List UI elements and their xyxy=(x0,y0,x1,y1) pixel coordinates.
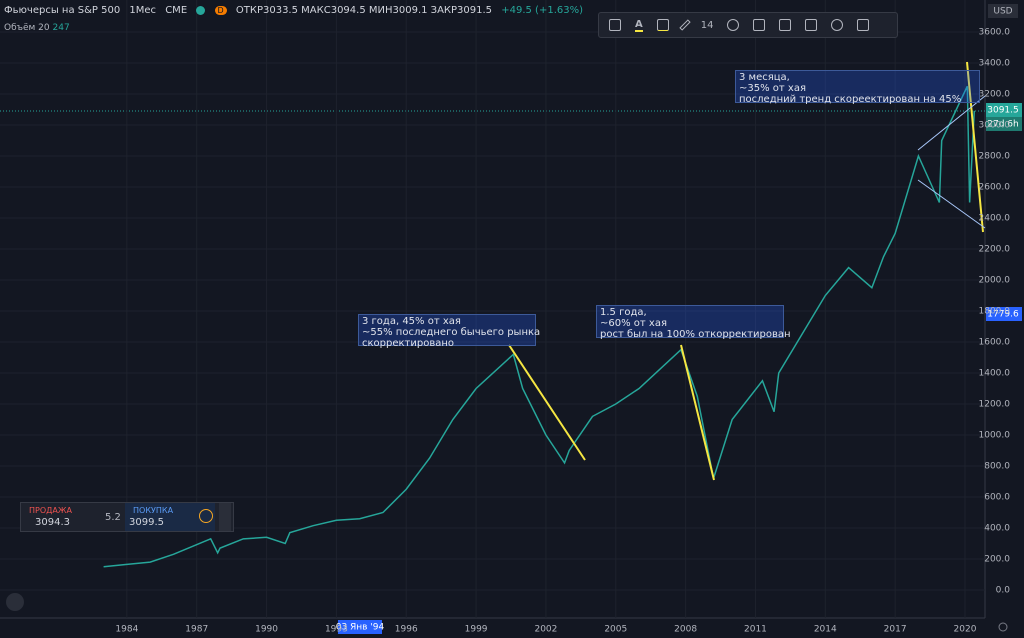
x-tick-label: 2020 xyxy=(954,625,977,635)
spread: 5.2 xyxy=(105,512,121,523)
interval: 1Мес xyxy=(129,5,157,16)
x-tick-label: 2002 xyxy=(534,625,557,635)
plot-area xyxy=(0,0,985,618)
symbol-title: Фьючерсы на S&P 500 xyxy=(4,5,121,16)
volume-legend: Объём 20 247 xyxy=(4,23,70,33)
x-tick-label: 1990 xyxy=(255,625,278,635)
last-price-badge xyxy=(986,103,1022,117)
tool-text-color[interactable]: A xyxy=(635,18,643,32)
settings-button[interactable] xyxy=(998,622,1008,632)
y-tick-label: 1000.0 xyxy=(979,431,1011,441)
x-tick-label: 1999 xyxy=(465,625,488,635)
x-tick-label: 2017 xyxy=(884,625,907,635)
volume-value: 247 xyxy=(52,23,70,33)
quantity-stepper[interactable] xyxy=(219,503,231,531)
trend-line xyxy=(508,344,586,461)
currency: USD xyxy=(993,7,1012,17)
last-price: 3091.5 xyxy=(987,106,1019,116)
drawing-toolbar: A 14 xyxy=(598,12,898,38)
buy-price[interactable]: 3099.5 xyxy=(129,517,164,528)
y-tick-label: 2400.0 xyxy=(979,214,1011,224)
tool-visibility[interactable] xyxy=(831,19,844,31)
y-tick-label: 200.0 xyxy=(984,555,1010,565)
exchange: CME xyxy=(165,5,188,16)
trend-line xyxy=(966,61,984,233)
tool-lock[interactable] xyxy=(805,19,818,31)
y-tick-label: 600.0 xyxy=(984,493,1010,503)
y-tick-label: 2800.0 xyxy=(979,152,1011,162)
currency-badge xyxy=(988,4,1018,18)
x-tick-label: 1987 xyxy=(185,625,208,635)
sell-label[interactable]: ПРОДАЖА xyxy=(29,506,72,515)
y-tick-label: 3400.0 xyxy=(979,59,1011,69)
tool-font-size[interactable]: 14 xyxy=(700,19,714,31)
tool-clone[interactable] xyxy=(779,19,792,31)
tool-delete[interactable] xyxy=(857,19,870,31)
x-tick-label: 1996 xyxy=(395,625,418,635)
trend-line xyxy=(917,95,986,151)
crosshair-price-badge xyxy=(986,307,1022,321)
info-button[interactable] xyxy=(199,509,213,523)
y-tick-label: 1200.0 xyxy=(979,400,1011,410)
ohlc: ОТКР3033.5 МАКС3094.5 МИН3009.1 ЗАКР3091… xyxy=(235,5,493,16)
crosshair-date-badge xyxy=(338,620,382,634)
y-tick-label: 3600.0 xyxy=(979,28,1011,38)
y-tick-label: 0.0 xyxy=(996,586,1011,596)
trend-line xyxy=(680,344,715,481)
x-tick-label: 2005 xyxy=(604,625,627,635)
y-tick-label: 1400.0 xyxy=(979,369,1011,379)
x-tick-label: 2011 xyxy=(744,625,767,635)
sell-price[interactable]: 3094.3 xyxy=(35,517,70,528)
status-dot xyxy=(196,5,206,15)
countdown-badge xyxy=(986,117,1022,131)
tool-settings[interactable] xyxy=(727,19,740,31)
annotation: 3 года, 45% от хая ~55% последнего бычье… xyxy=(358,314,540,349)
buy-label[interactable]: ПОКУПКА xyxy=(133,506,174,515)
x-tick-label: 2008 xyxy=(674,625,697,635)
y-tick-label: 3200.0 xyxy=(979,90,1011,100)
delay-badge: D xyxy=(214,6,227,15)
y-tick-label: 1600.0 xyxy=(979,338,1011,348)
countdown: 27d 6h xyxy=(987,120,1018,130)
price-line xyxy=(103,85,976,568)
change: +49.5 (+1.63%) xyxy=(501,5,584,16)
x-tick-label: 1993 xyxy=(325,625,348,635)
crosshair-date: 03 Янв '94 xyxy=(336,623,385,633)
volume-label: Объём 20 xyxy=(4,23,50,33)
y-tick-label: 2200.0 xyxy=(979,245,1011,255)
trade-panel: ПРОДАЖА 3094.3 5.2 ПОКУПКА 3099.5 xyxy=(20,502,234,532)
y-tick-label: 2000.0 xyxy=(979,276,1011,286)
annotation: 1.5 года, ~60% от хая рост был на 100% о… xyxy=(596,305,791,340)
y-tick-label: 2600.0 xyxy=(979,183,1011,193)
tool-line[interactable] xyxy=(679,19,691,31)
y-tick-label: 800.0 xyxy=(984,462,1010,472)
y-tick-label: 400.0 xyxy=(984,524,1010,534)
tool-template[interactable] xyxy=(609,19,621,31)
trend-line xyxy=(917,179,986,229)
x-tick-label: 2014 xyxy=(814,625,837,635)
legend: Фьючерсы на S&P 500 1Мес CME D ОТКР3033.… xyxy=(4,5,589,16)
y-tick-label: 1800.0 xyxy=(979,307,1011,317)
tool-fill[interactable] xyxy=(656,19,669,31)
crosshair-price: 1779.6 xyxy=(987,310,1019,320)
x-tick-label: 1984 xyxy=(115,625,138,635)
tool-layers[interactable] xyxy=(753,19,766,31)
annotation: 3 месяца, ~35% от хая последний тренд ск… xyxy=(735,70,980,105)
y-tick-label: 3000.0 xyxy=(979,121,1011,131)
logo-button[interactable] xyxy=(6,593,24,611)
